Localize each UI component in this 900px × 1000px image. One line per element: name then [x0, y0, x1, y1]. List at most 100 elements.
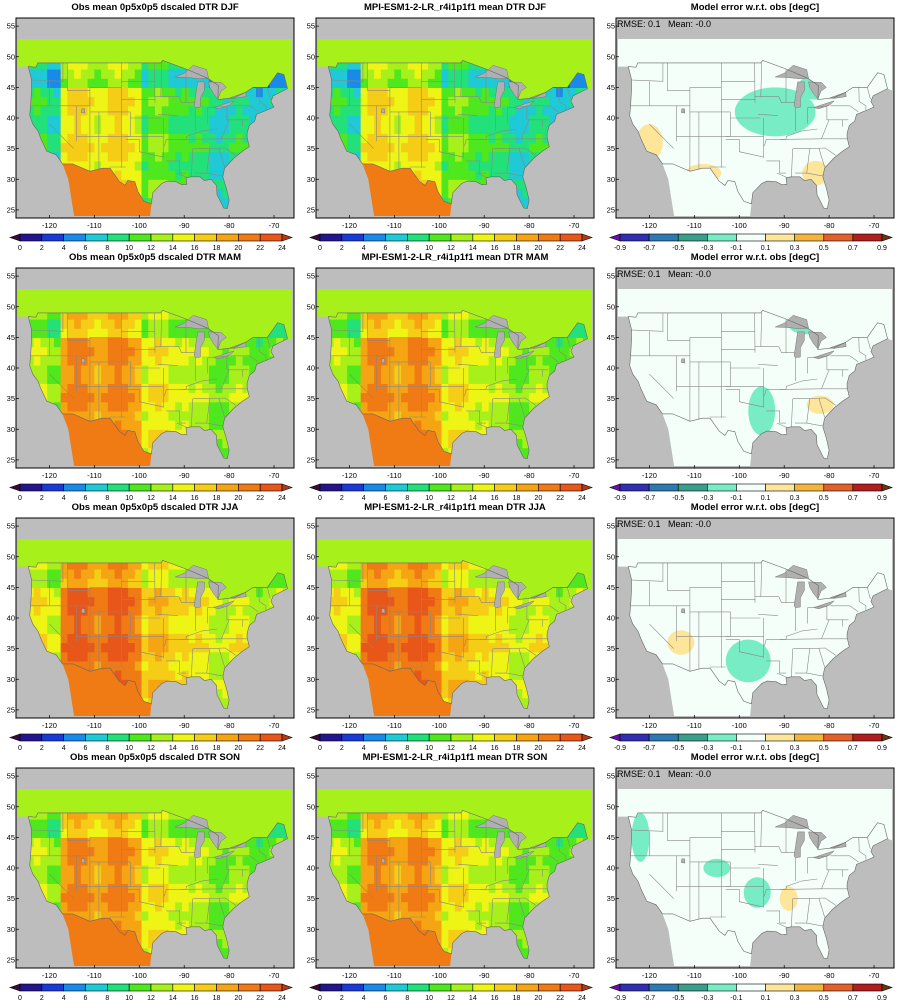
field-cell — [488, 624, 497, 634]
field-cell — [428, 587, 436, 598]
field-cell — [367, 355, 375, 366]
mean-colorbar-box — [216, 233, 239, 242]
field-cell — [522, 96, 530, 107]
mean-colorbar-label: 12 — [447, 245, 455, 250]
field-cell — [360, 310, 369, 320]
field-cell — [47, 392, 55, 403]
field-cell — [387, 142, 395, 153]
field-cell — [161, 614, 170, 625]
mean-colorbar-label: 2 — [340, 495, 344, 500]
field-cell — [215, 133, 223, 144]
field-cell — [576, 319, 584, 329]
field-cell — [421, 605, 429, 616]
field-cell — [161, 587, 170, 598]
field-cell — [141, 337, 149, 348]
field-cell — [353, 337, 362, 348]
field-cell — [340, 114, 348, 125]
field-cell — [475, 569, 483, 579]
field-cell — [448, 69, 456, 79]
field-cell — [515, 670, 523, 680]
field-cell — [181, 170, 190, 180]
field-cell — [215, 392, 223, 403]
field-cell — [481, 614, 490, 625]
field-cell — [175, 78, 183, 88]
field-cell — [121, 96, 129, 107]
field-cell — [141, 151, 149, 162]
field-cell — [208, 151, 217, 162]
field-cell — [107, 560, 116, 570]
colorbar: 0 2 4 6 8 10 12 14 16 18 20 22 24 — [9, 733, 293, 750]
field-cell — [556, 105, 564, 116]
field-cell — [448, 596, 456, 607]
field-cell — [353, 78, 362, 88]
field-cell — [168, 151, 176, 162]
field-cell — [148, 401, 156, 412]
field-cell — [74, 337, 82, 348]
field-cell — [340, 578, 348, 588]
field-cell — [441, 337, 449, 348]
field-cell — [347, 124, 355, 134]
lat-tick-label: 55 — [7, 22, 15, 31]
field-cell — [74, 569, 82, 579]
field-cell — [475, 142, 483, 153]
field-cell — [175, 660, 183, 671]
field-cell — [168, 420, 176, 430]
field-cell — [333, 69, 342, 79]
field-cell — [542, 142, 550, 153]
mean-colorbar-box — [341, 233, 364, 242]
field-cell — [502, 624, 510, 634]
field-cell — [455, 151, 463, 162]
field-cell — [53, 374, 62, 384]
field-cell — [94, 142, 102, 153]
field-cell — [522, 124, 530, 134]
field-cell — [235, 633, 244, 644]
state-boundary — [67, 62, 90, 91]
field-cell — [556, 87, 564, 98]
field-cell — [222, 633, 230, 644]
field-cell — [155, 410, 163, 421]
field-cell — [148, 87, 156, 98]
mexico-field — [62, 413, 152, 466]
field-cell — [114, 560, 122, 570]
mean-text: Mean: -0.0 — [668, 269, 711, 279]
field-cell — [276, 319, 284, 329]
field-cell — [495, 614, 503, 625]
field-cell — [421, 114, 429, 125]
state-boundary — [791, 398, 793, 427]
field-cell — [188, 124, 197, 134]
field-cell — [468, 578, 476, 588]
great-lake — [381, 108, 386, 114]
field-cell — [347, 355, 355, 366]
error-colorbar-box — [677, 483, 708, 492]
field-cell — [121, 328, 129, 338]
field-cell — [367, 642, 375, 653]
field-cell — [121, 392, 129, 403]
field-cell — [80, 310, 89, 320]
field-cell — [80, 392, 89, 403]
field-cell — [461, 364, 470, 375]
mean-colorbar-box — [107, 733, 130, 742]
field-cell — [380, 78, 389, 88]
field-cell — [128, 346, 136, 357]
field-cell — [215, 420, 223, 430]
field-cell — [202, 392, 210, 403]
error-colorbar-box — [648, 483, 679, 492]
field-cell — [148, 429, 156, 440]
field-cell — [148, 346, 156, 357]
field-cell — [168, 569, 176, 579]
field-cell — [428, 392, 436, 403]
field-cell — [394, 96, 402, 107]
mean-colorbar-box — [216, 483, 239, 492]
map-panel-djf-error: Model error w.r.t. obs [degC] -120 -110 -10… — [605, 0, 900, 250]
state-boundary — [758, 114, 778, 116]
field-cell — [67, 337, 75, 348]
great-lake — [508, 331, 527, 350]
field-cell — [175, 133, 183, 144]
field-cell — [515, 392, 523, 403]
field-cell — [401, 69, 409, 79]
field-cell — [128, 105, 136, 116]
lat-tick-label: 55 — [607, 22, 615, 31]
state-boundary — [221, 369, 230, 389]
field-cell — [488, 355, 497, 366]
great-lake — [493, 81, 505, 108]
